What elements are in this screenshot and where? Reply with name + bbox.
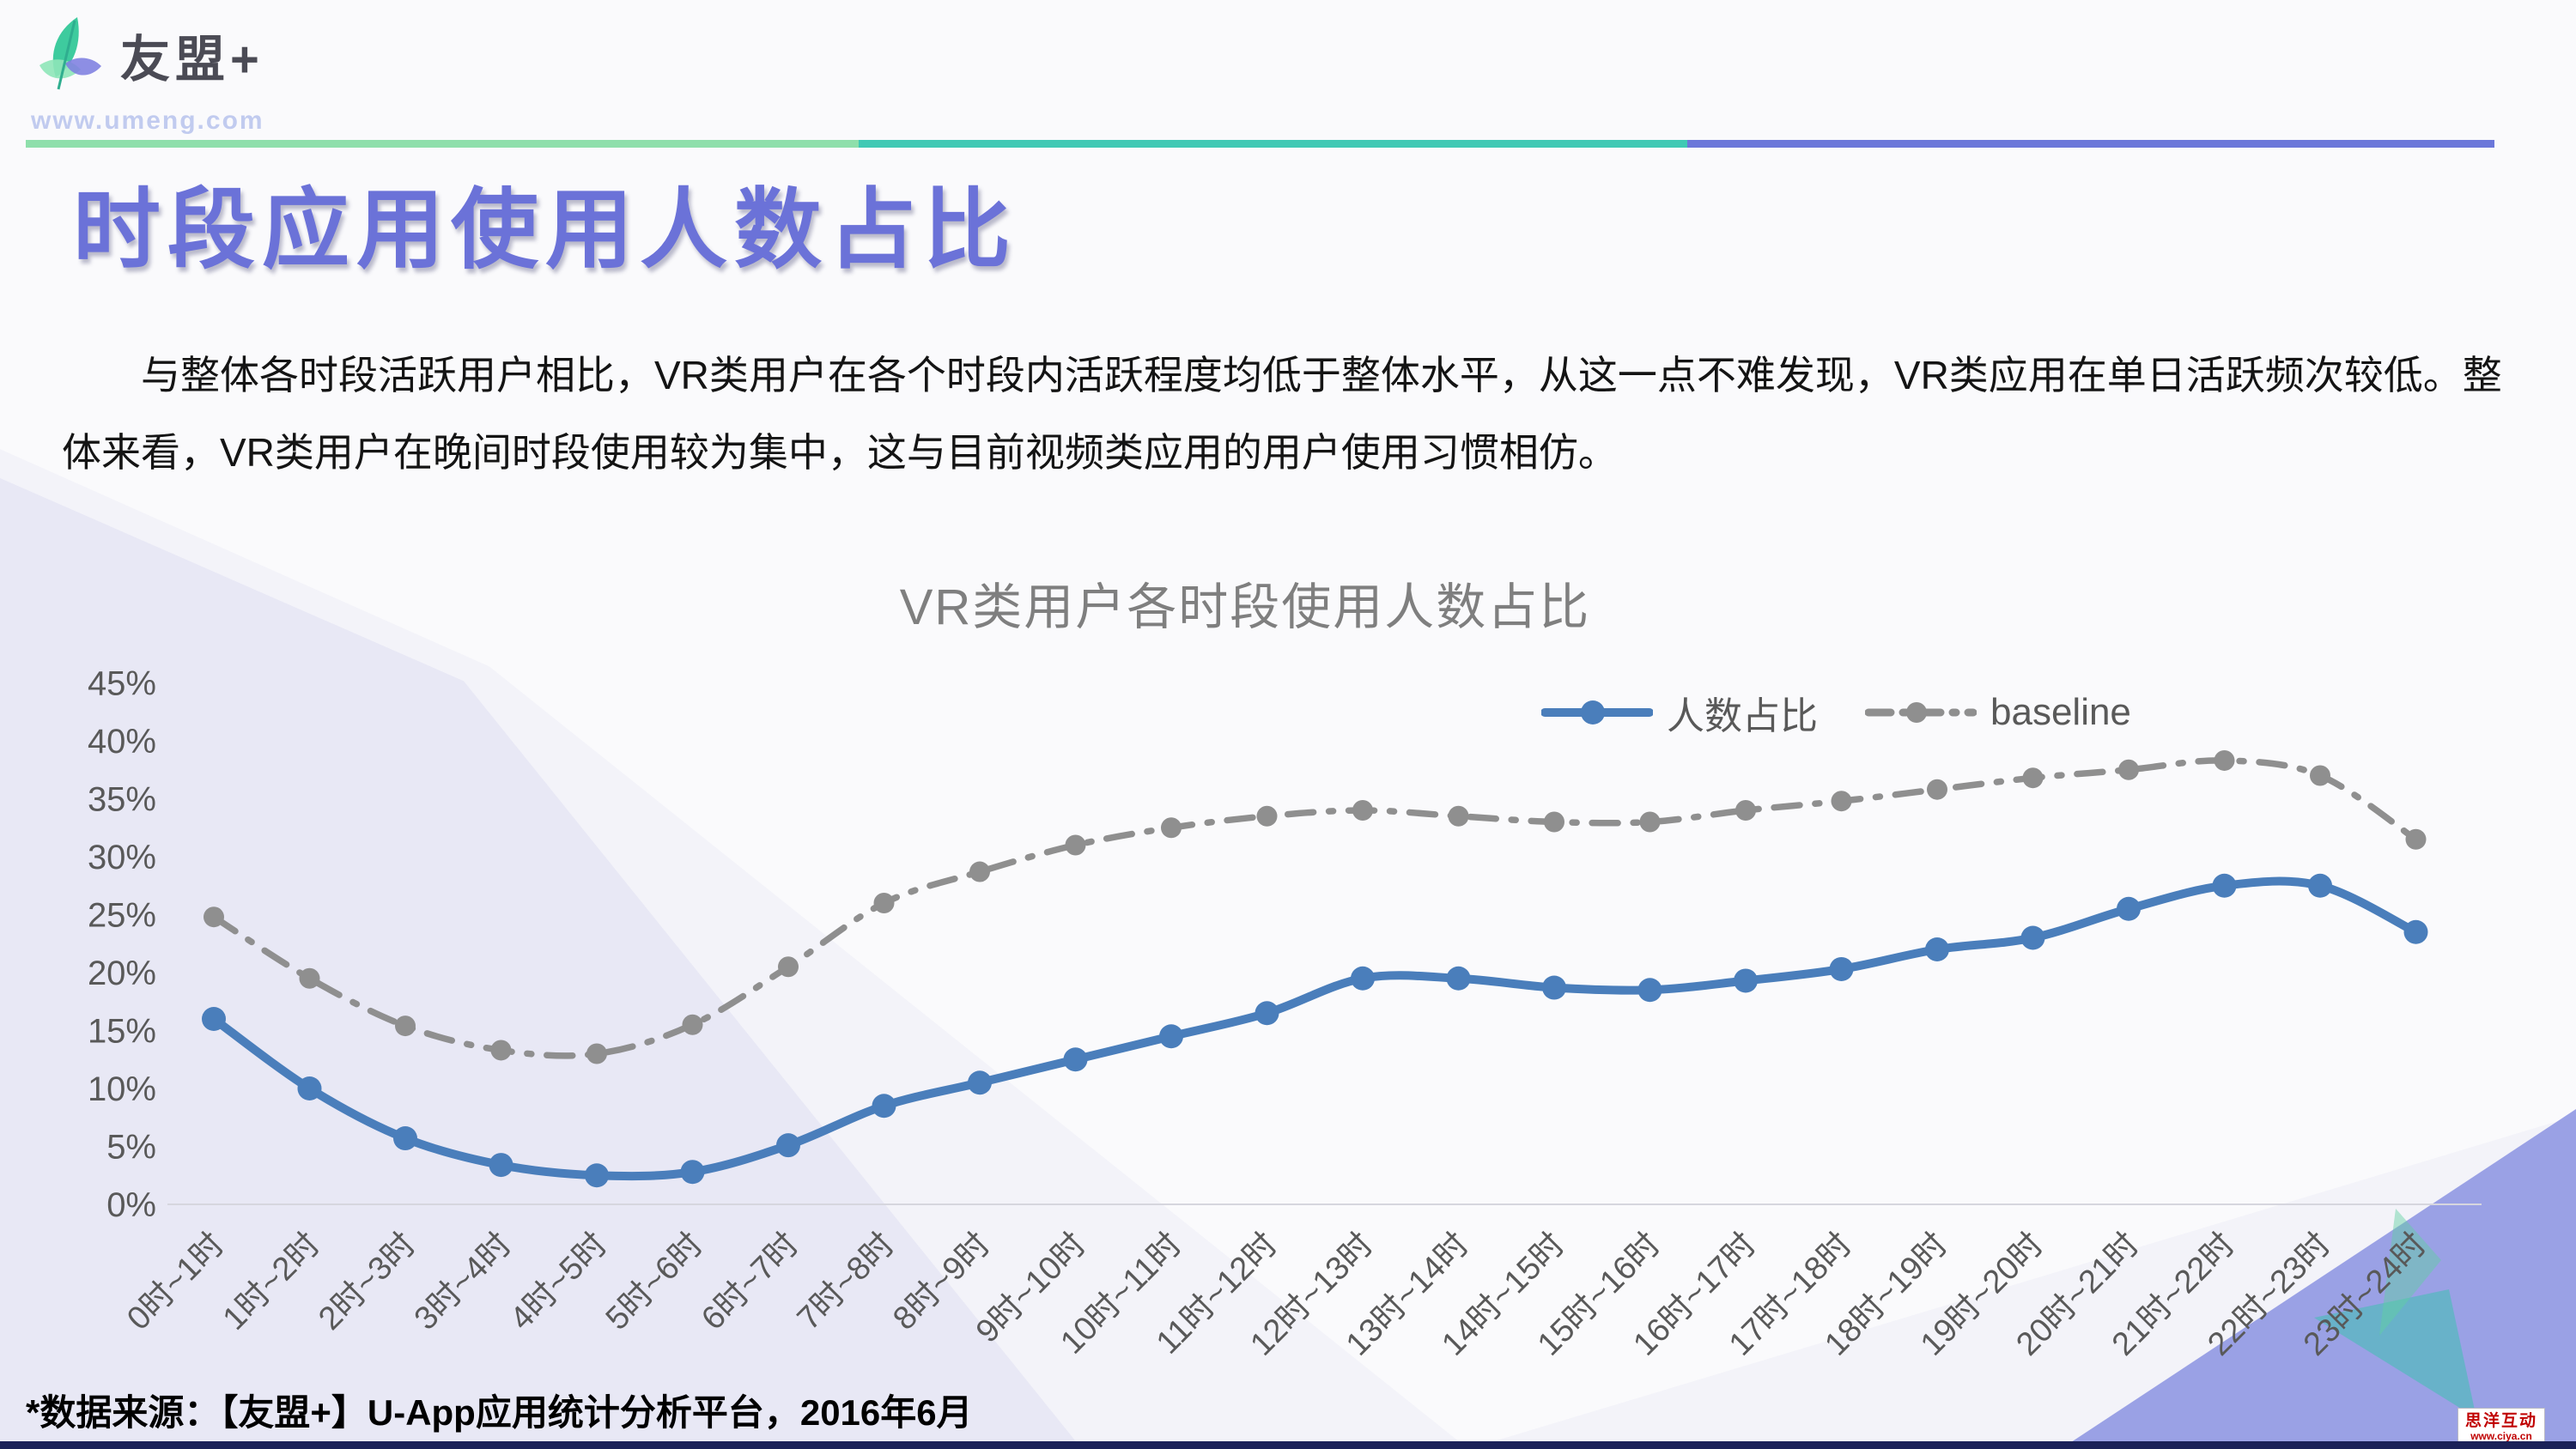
legend-swatch-1 xyxy=(1865,702,1977,723)
body-paragraph: 与整体各时段活跃用户相比，VR类用户在各个时段内活跃程度均低于整体水平，从这一点… xyxy=(62,353,2502,475)
series-marker-0 xyxy=(872,1094,896,1119)
legend-item-0: 人数占比 xyxy=(1541,685,1818,740)
ciya-badge: 思洋互动 www.ciya.cn xyxy=(2458,1408,2545,1446)
series-marker-0 xyxy=(968,1070,992,1095)
page-title: 时段应用使用人数占比 xyxy=(73,181,1018,279)
divider-segment-green xyxy=(26,140,859,148)
legend-label-1: baseline xyxy=(1990,691,2131,733)
legend-label-0: 人数占比 xyxy=(1667,695,1818,737)
divider-segment-teal xyxy=(859,140,1687,148)
source-note: *数据来源：【友盟+】U-App应用统计分析平台，2016年6月 xyxy=(26,1392,973,1433)
series-marker-1 xyxy=(778,956,799,978)
umeng-url-watermark: www.umeng.com xyxy=(31,106,264,135)
x-axis-label: 9时~10时 xyxy=(969,1227,1093,1350)
corner-triangle-teal xyxy=(2314,1289,2476,1418)
umeng-leaf-icon xyxy=(39,17,101,90)
chart-title: VR类用户各时段使用人数占比 xyxy=(899,579,1591,635)
bottom-bar xyxy=(0,1441,2576,1449)
corner-triangle-green xyxy=(2379,1209,2441,1336)
ciya-badge-name: 思洋互动 xyxy=(2464,1411,2537,1430)
x-axis-label: 10时~11时 xyxy=(1054,1227,1188,1361)
legend-item-1: baseline xyxy=(1865,691,2131,734)
logo-text: 友盟+ xyxy=(120,32,264,88)
legend-swatch-0 xyxy=(1541,700,1653,724)
divider-segment-purple xyxy=(1687,140,2494,148)
ciya-badge-url: www.ciya.cn xyxy=(2470,1429,2532,1442)
x-axis-label: 23时~24时 xyxy=(2297,1227,2433,1363)
x-axis-label: 22时~23时 xyxy=(2201,1227,2337,1363)
umeng-logo: 友盟+ xyxy=(24,12,264,98)
chart-legend: 人数占比 baseline xyxy=(1541,685,2131,740)
